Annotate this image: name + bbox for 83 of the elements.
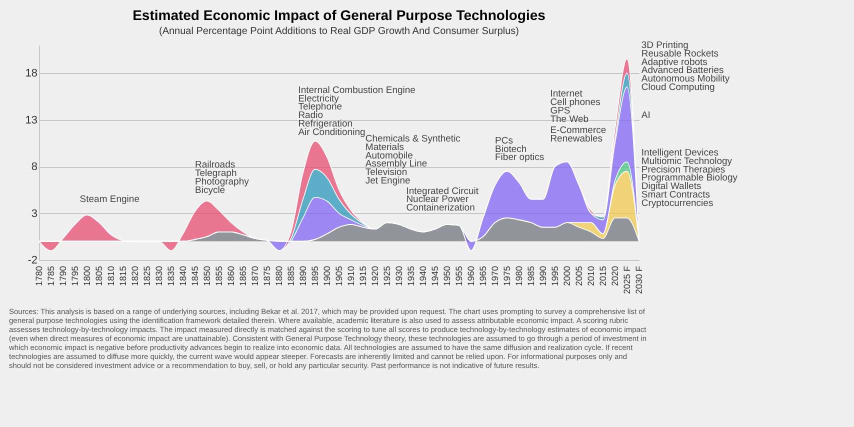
x-tick-label: 1810 <box>106 266 116 286</box>
x-tick-label: 1985 <box>526 266 536 286</box>
x-tick-label: 1820 <box>130 266 140 286</box>
x-tick-label: 1940 <box>418 266 428 286</box>
x-tick-label: 1960 <box>466 266 476 286</box>
x-tick-label: 1990 <box>538 266 548 286</box>
y-tick-label: 18 <box>25 68 38 80</box>
x-tick-label: 1780 <box>34 266 44 286</box>
x-tick-label: 1795 <box>70 266 80 286</box>
x-tick-label: 1845 <box>190 266 200 286</box>
text: Multiomic Technology <box>641 156 732 167</box>
text: Precision Therapies <box>641 164 726 176</box>
x-tick-label: 2030 F <box>634 266 644 294</box>
x-tick-label: 1955 <box>454 266 464 286</box>
x-tick-label: 1830 <box>154 266 164 286</box>
text: Cryptocurrencies <box>641 198 714 209</box>
annotation: PCs <box>495 135 514 146</box>
x-tick-label: 1995 <box>550 266 560 286</box>
x-tick-label: 1790 <box>58 266 68 286</box>
x-tick-label: 1800 <box>82 266 92 286</box>
x-tick-label: 1935 <box>406 266 416 286</box>
x-tick-label: 1860 <box>226 266 236 286</box>
chart-subtitle: (Annual Percentage Point Additions to Real GDP Growth And Consumer Surplus) <box>158 26 520 37</box>
text: 3D Printing <box>641 40 688 51</box>
x-tick-label: 1870 <box>250 266 260 286</box>
x-tick-label: 1980 <box>514 266 524 286</box>
x-tick-label: 1925 <box>382 266 392 286</box>
x-tick-label: 1815 <box>118 266 128 286</box>
chart-title: Estimated Economic Impact of General Purpose Technologies <box>132 7 546 23</box>
annotation: Internal Combustion Engine <box>298 84 416 96</box>
annotation: Renewables <box>550 133 603 144</box>
text: Cloud Computing <box>641 82 715 94</box>
annotation: Assembly Line <box>365 158 428 170</box>
x-tick-label: 2020 <box>610 266 620 286</box>
x-tick-label: 1865 <box>238 266 248 286</box>
x-tick-label: 1905 <box>334 266 344 286</box>
x-tick-label: 1835 <box>166 266 176 286</box>
x-tick-label: 1880 <box>274 266 284 286</box>
x-tick-label: 1915 <box>358 266 368 286</box>
annotation: The Web <box>550 114 589 125</box>
y-tick-label: 3 <box>31 208 38 220</box>
text: Digital Wallets <box>641 181 702 192</box>
x-tick-label: 2015 <box>598 266 608 286</box>
x-tick-label: 1890 <box>298 266 308 286</box>
x-tick-label: 1970 <box>490 266 500 286</box>
x-tick-label: 1910 <box>346 266 356 286</box>
x-tick-label: 2000 <box>562 266 572 286</box>
x-tick-label: 2010 <box>586 266 596 286</box>
annotation: Fiber optics <box>495 152 544 164</box>
x-tick-label: 1825 <box>142 266 152 286</box>
text: Intelligent Devices <box>641 148 719 158</box>
annotation: Bicycle <box>195 184 226 196</box>
text: Programmable Biology <box>641 172 738 184</box>
x-tick-label: 1930 <box>394 266 404 286</box>
annotation: Containerization <box>406 202 475 214</box>
x-tick-label: 1895 <box>310 266 320 286</box>
annotation: Materials <box>365 142 404 153</box>
x-tick-label: 1850 <box>202 266 212 286</box>
x-tick-label: 1875 <box>262 266 272 286</box>
y-tick-label: 8 <box>31 161 38 174</box>
x-tick-label: 1840 <box>178 266 188 286</box>
x-tick-label: 2025 F <box>622 266 632 294</box>
y-tick-label: 13 <box>25 114 38 126</box>
annotation: Chemicals & Synthetic <box>365 133 461 144</box>
annotation: Steam Engine <box>80 194 140 206</box>
x-tick-label: 1785 <box>46 266 56 286</box>
x-tick-label: 1920 <box>370 266 380 286</box>
annotation: Integrated Circuit <box>406 186 479 197</box>
x-tick-label: 1975 <box>502 266 512 286</box>
annotation: Jet Engine <box>365 176 410 187</box>
annotation: Telephone <box>298 102 342 113</box>
annotation: Electricity <box>298 93 340 104</box>
y-tick-label: -2 <box>28 254 38 266</box>
x-tick-label: 1945 <box>430 266 440 286</box>
text: Reusable Rockets <box>641 48 719 60</box>
x-tick-label: 1965 <box>478 266 488 286</box>
x-tick-label: 1855 <box>214 266 224 286</box>
x-tick-label: 2005 <box>574 266 584 286</box>
x-tick-label: 1805 <box>94 266 104 286</box>
x-tick-label: 1900 <box>322 266 332 286</box>
x-tick-label: 1885 <box>286 266 296 286</box>
x-tick-label: 1950 <box>442 266 452 286</box>
text: AI <box>641 110 650 122</box>
